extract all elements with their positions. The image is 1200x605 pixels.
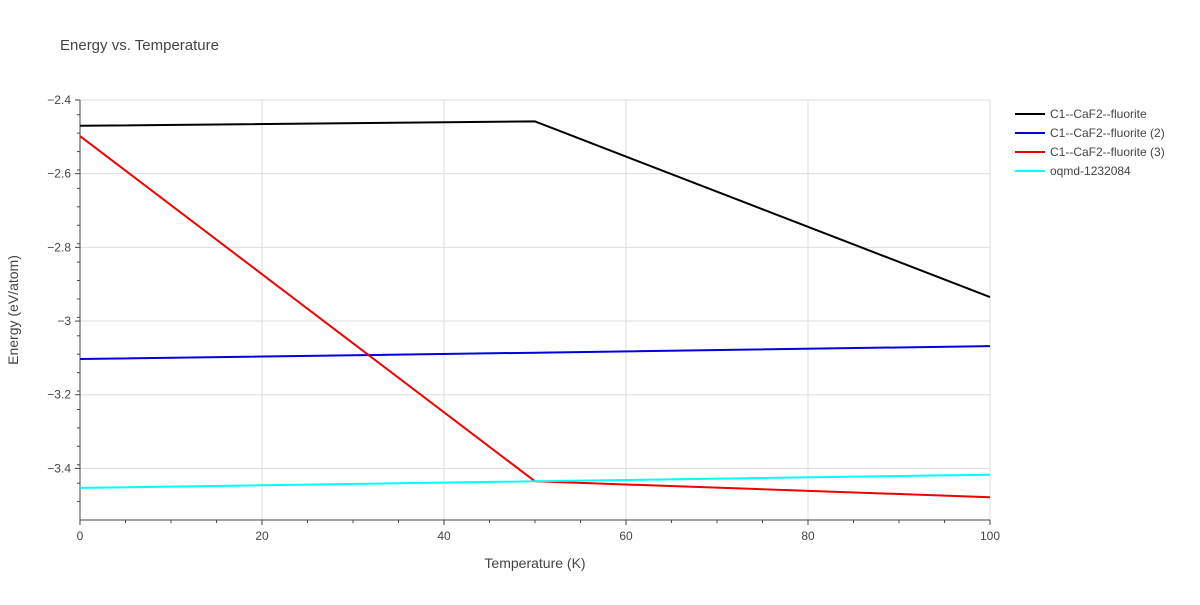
y-tick-label: −2.6 xyxy=(47,167,71,181)
y-tick-label: −2.8 xyxy=(47,240,71,254)
legend-item-4[interactable]: oqmd-1232084 xyxy=(1015,164,1131,178)
x-tick-label: 100 xyxy=(980,529,1000,543)
legend-label: C1--CaF2--fluorite (3) xyxy=(1050,145,1165,159)
legend-item-1[interactable]: C1--CaF2--fluorite xyxy=(1015,107,1147,121)
series-line-4 xyxy=(79,473,991,489)
legend-label: oqmd-1232084 xyxy=(1050,164,1131,178)
y-tick-label: −3.4 xyxy=(47,461,71,475)
legend-label: C1--CaF2--fluorite (2) xyxy=(1050,126,1165,140)
series-line-2 xyxy=(79,345,991,360)
y-tick-label: −3.2 xyxy=(47,388,71,402)
series-line-1 xyxy=(79,120,991,299)
x-tick-label: 60 xyxy=(619,529,633,543)
legend-item-3[interactable]: C1--CaF2--fluorite (3) xyxy=(1015,145,1165,159)
y-axis-label: Energy (eV/atom) xyxy=(5,255,21,365)
x-tick-label: 0 xyxy=(77,529,84,543)
x-tick-label: 20 xyxy=(255,529,269,543)
legend-item-2[interactable]: C1--CaF2--fluorite (2) xyxy=(1015,126,1165,140)
series-lines xyxy=(79,120,991,499)
x-tick-label: 40 xyxy=(437,529,451,543)
chart-title: Energy vs. Temperature xyxy=(60,37,219,54)
grid xyxy=(80,99,991,520)
x-tick-label: 80 xyxy=(801,529,815,543)
legend[interactable]: C1--CaF2--fluorite C1--CaF2--fluorite (2)… xyxy=(1015,107,1165,178)
y-tick-label: −2.4 xyxy=(47,93,71,107)
y-tick-label: −3 xyxy=(57,314,71,328)
x-axis-label: Temperature (K) xyxy=(484,555,585,571)
axes: 0 20 40 60 80 100 −3.4 −3.2 −3 −2.8 −2.6 −2.4 xyxy=(47,93,1000,543)
legend-label: C1--CaF2--fluorite xyxy=(1050,107,1147,121)
